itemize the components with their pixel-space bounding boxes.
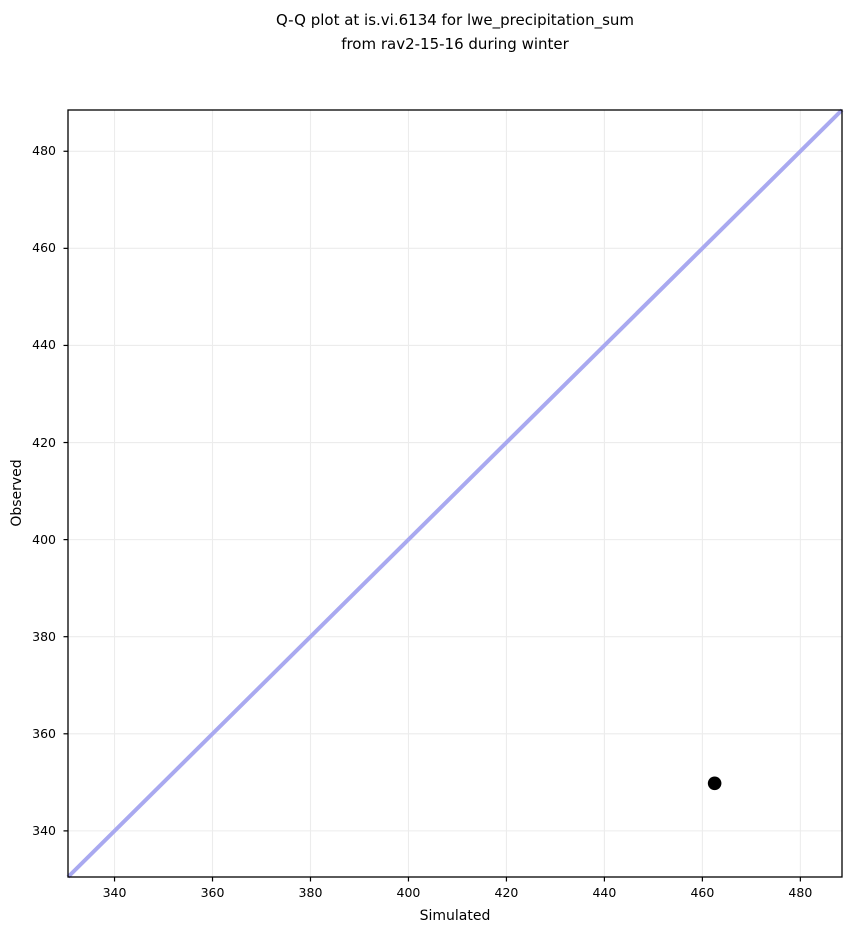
data-point	[707, 776, 722, 791]
x-tick-label: 440	[592, 885, 617, 900]
identity-line	[66, 108, 844, 879]
x-tick-label: 400	[396, 885, 421, 900]
x-axis-label: Simulated	[419, 908, 491, 924]
x-tick-label: 480	[788, 885, 813, 900]
axes-spines	[67, 109, 843, 878]
y-tick-label: 360	[32, 725, 56, 741]
chart-title-line2: from rav2-15-16 during winter	[341, 35, 569, 53]
x-tick-label: 460	[690, 885, 715, 900]
chart-title: Q-Q plot at is.vi.6134 for lwe_precipita…	[276, 8, 634, 56]
y-tick-label: 420	[32, 434, 56, 450]
x-tick-label: 420	[494, 885, 519, 900]
y-tick-label: 460	[32, 240, 56, 256]
y-tick-label: 340	[32, 822, 56, 838]
x-tick-label: 360	[200, 885, 225, 900]
x-tick-label: 380	[298, 885, 323, 900]
chart-title-line1: Q-Q plot at is.vi.6134 for lwe_precipita…	[275, 11, 635, 29]
y-tick-label: 400	[32, 531, 56, 547]
y-tick-label: 380	[32, 628, 56, 644]
y-axis-label: Observed	[9, 459, 25, 527]
y-tick-label: 440	[32, 337, 56, 353]
x-tick-label: 340	[102, 885, 127, 900]
y-tick-label: 480	[32, 143, 56, 159]
